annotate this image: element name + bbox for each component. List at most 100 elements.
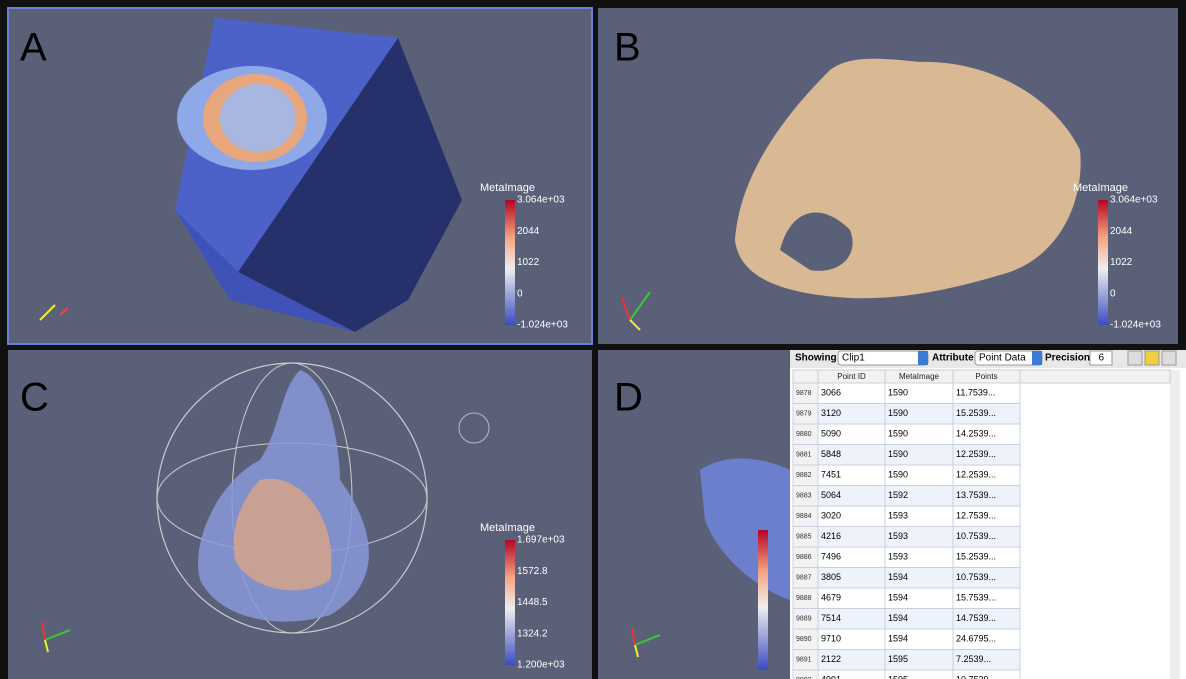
colorbar-label: 1022 <box>517 257 540 268</box>
column-header: MetaImage <box>899 372 940 381</box>
row-index: 9878 <box>796 390 812 397</box>
column-header: Point ID <box>837 372 866 381</box>
cell-text: 4216 <box>821 531 841 541</box>
toolbar-label: Attribute: <box>932 353 977 364</box>
cell-text: 12.7539... <box>956 511 996 521</box>
cell-text: 7451 <box>821 470 841 480</box>
colorbar-label: 0 <box>517 288 523 299</box>
colorbar-label: 2044 <box>517 226 540 237</box>
row-index: 9885 <box>796 534 812 541</box>
colorbar <box>1098 200 1108 325</box>
colorbar-label: -1.024e+03 <box>517 320 568 331</box>
cell-text: 12.2539... <box>956 470 996 480</box>
row-index: 9890 <box>796 636 812 643</box>
toolbar-button[interactable] <box>1162 351 1176 365</box>
cell-text: 1594 <box>888 613 908 623</box>
cell-text: 1595 <box>888 675 908 679</box>
colorbar-label: 0 <box>1110 288 1116 299</box>
row-index: 9882 <box>796 472 812 479</box>
cell-text: 24.6795... <box>956 634 996 644</box>
colorbar-title: MetaImage <box>480 182 535 194</box>
row-index: 9884 <box>796 513 812 520</box>
colorbar <box>758 530 768 670</box>
panel-label: B <box>614 26 641 70</box>
cell-text: 14.7539... <box>956 613 996 623</box>
panel-label: A <box>20 26 47 70</box>
cell-text: 10.7539... <box>956 675 996 679</box>
scrollbar[interactable] <box>1170 370 1180 679</box>
cell-text: 1592 <box>888 490 908 500</box>
cell-text: 1595 <box>888 654 908 664</box>
cell-text: 1594 <box>888 593 908 603</box>
cell-text: 7514 <box>821 613 841 623</box>
cell-text: 1593 <box>888 511 908 521</box>
cell-text: 2122 <box>821 654 841 664</box>
cell-text: 1590 <box>888 449 908 459</box>
colorbar-label: 2044 <box>1110 226 1133 237</box>
cell-text: 15.2539... <box>956 408 996 418</box>
cell-text: 10.7539... <box>956 531 996 541</box>
panel-label: D <box>614 376 643 420</box>
cell-text: 1594 <box>888 572 908 582</box>
source-value: Clip1 <box>842 353 865 364</box>
cell-text: 5064 <box>821 490 841 500</box>
cell-text: 3020 <box>821 511 841 521</box>
colorbar-label: 3.064e+03 <box>517 195 565 206</box>
cell-text: 7496 <box>821 552 841 562</box>
screen: Showing Clip1 Attribute: Point Data Prec… <box>0 0 1186 679</box>
colorbar-label: 1.697e+03 <box>517 535 565 546</box>
colorbar-label: 1.200e+03 <box>517 660 565 671</box>
cell-text: 3805 <box>821 572 841 582</box>
attribute-value: Point Data <box>979 353 1026 364</box>
colorbar <box>505 200 515 325</box>
cell-text: 1593 <box>888 531 908 541</box>
cell-text: 1590 <box>888 429 908 439</box>
panel-label: C <box>20 376 49 420</box>
dropdown-button[interactable] <box>918 351 928 365</box>
slice-core <box>220 84 296 152</box>
row-index: 9886 <box>796 554 812 561</box>
cell-text: 1590 <box>888 388 908 398</box>
cell-text: 15.7539... <box>956 593 996 603</box>
toolbar-button[interactable] <box>1128 351 1142 365</box>
colorbar-label: 1324.2 <box>517 628 548 639</box>
cell-text: 3120 <box>821 408 841 418</box>
cell-text: 10.7539... <box>956 572 996 582</box>
cell-text: 4991 <box>821 675 841 679</box>
cell-text: 5848 <box>821 449 841 459</box>
column-header: Points <box>975 372 997 381</box>
row-index: 9879 <box>796 411 812 418</box>
cell-text: 15.2539... <box>956 552 996 562</box>
cell-text: 7.2539... <box>956 654 991 664</box>
toolbar-label: Showing <box>795 353 837 364</box>
row-index: 9888 <box>796 595 812 602</box>
colorbar <box>505 540 515 665</box>
row-index: 9891 <box>796 657 812 664</box>
cell-text: 1593 <box>888 552 908 562</box>
cell-text: 1594 <box>888 634 908 644</box>
precision-value: 6 <box>1098 353 1104 364</box>
row-index: 9880 <box>796 431 812 438</box>
cell-text: 11.7539... <box>956 388 995 398</box>
cell-text: 13.7539... <box>956 490 996 500</box>
cell-text: 14.2539... <box>956 429 996 439</box>
colorbar-label: -1.024e+03 <box>1110 320 1161 331</box>
colorbar-label: 1448.5 <box>517 597 548 608</box>
dropdown-button[interactable] <box>1032 351 1042 365</box>
cell-text: 1590 <box>888 470 908 480</box>
cell-text: 4679 <box>821 593 841 603</box>
cell-text: 1590 <box>888 408 908 418</box>
colorbar-label: 1022 <box>1110 257 1133 268</box>
cell-text: 9710 <box>821 634 841 644</box>
toolbar-label: Precision: <box>1045 353 1093 364</box>
row-index: 9887 <box>796 575 812 582</box>
colorbar-label: 3.064e+03 <box>1110 195 1158 206</box>
toolbar-button[interactable] <box>1145 351 1159 365</box>
cell-text: 3066 <box>821 388 841 398</box>
colorbar-label: 1572.8 <box>517 566 548 577</box>
cell-text: 5090 <box>821 429 841 439</box>
row-index: 9883 <box>796 493 812 500</box>
colorbar-title: MetaImage <box>480 522 535 534</box>
row-index: 9889 <box>796 616 812 623</box>
row-index: 9881 <box>796 452 812 459</box>
